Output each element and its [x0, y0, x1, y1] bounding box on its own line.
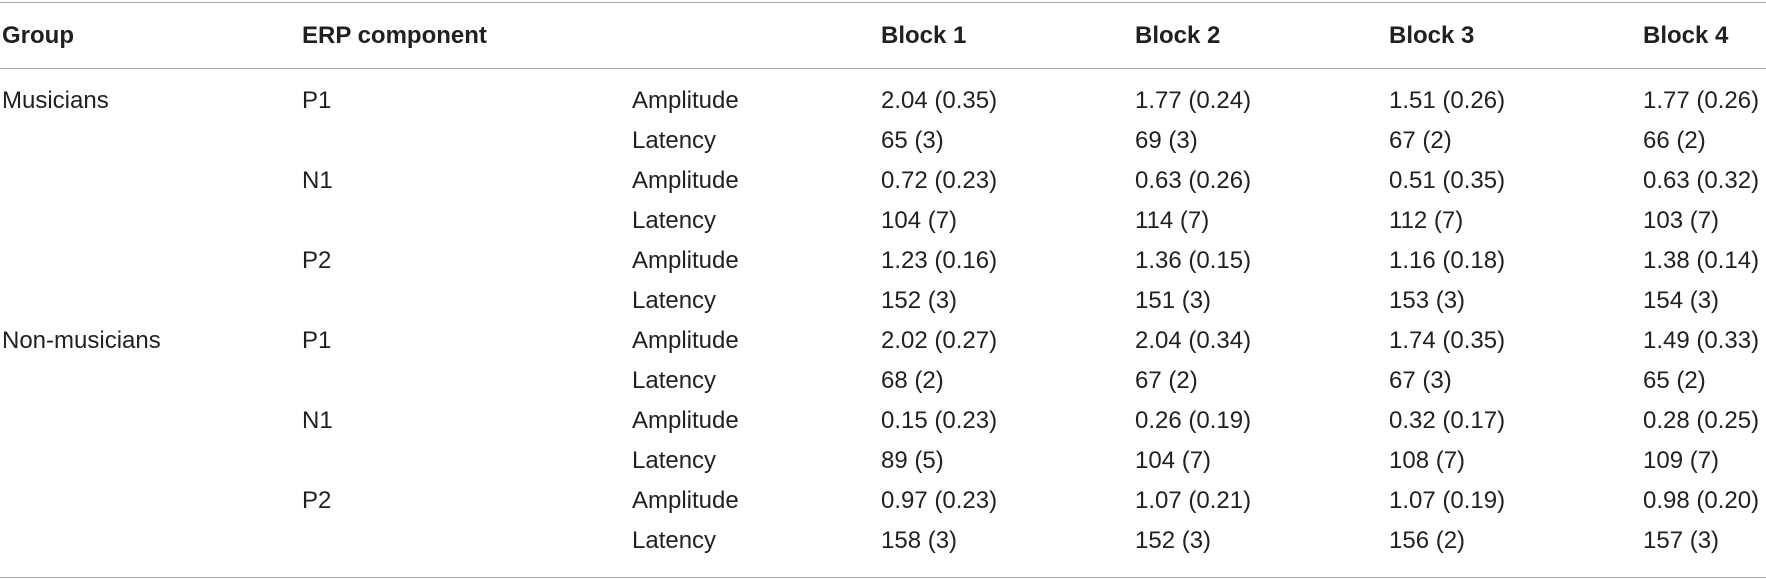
cell-block-1: 2.02 (0.27)	[881, 327, 998, 354]
cell-measure: Amplitude	[632, 167, 739, 194]
header-block-4: Block 4	[1643, 22, 1729, 49]
cell-block-2: 69 (3)	[1135, 127, 1198, 154]
cell-block-4: 157 (3)	[1643, 527, 1720, 554]
header-block-1: Block 1	[881, 22, 967, 49]
cell-block-2: 114 (7)	[1135, 207, 1210, 234]
table-top-rule	[0, 2, 1766, 3]
cell-block-4: 0.28 (0.25)	[1643, 407, 1760, 434]
cell-block-2: 1.07 (0.21)	[1135, 487, 1252, 514]
cell-block-1: 1.23 (0.16)	[881, 247, 998, 274]
cell-block-1: 0.97 (0.23)	[881, 487, 998, 514]
cell-measure: Latency	[632, 287, 717, 314]
cell-erp-component: P2	[302, 247, 332, 274]
cell-block-3: 108 (7)	[1389, 447, 1466, 474]
cell-measure: Amplitude	[632, 87, 739, 114]
cell-measure: Amplitude	[632, 327, 739, 354]
cell-block-3: 67 (2)	[1389, 127, 1452, 154]
cell-block-1: 158 (3)	[881, 527, 958, 554]
table-row: Musicians P1 Amplitude 2.04 (0.35) 1.77 (0.2…	[0, 81, 1766, 121]
cell-block-1: 152 (3)	[881, 287, 958, 314]
header-block-2: Block 2	[1135, 22, 1221, 49]
cell-measure: Amplitude	[632, 247, 739, 274]
cell-block-3: 1.16 (0.18)	[1389, 247, 1506, 274]
cell-block-2: 104 (7)	[1135, 447, 1212, 474]
table-row: P2 Amplitude 0.97 (0.23) 1.07 (0.21) 1.07 (0…	[0, 481, 1766, 521]
cell-erp-component: N1	[302, 407, 333, 434]
cell-group: Musicians	[2, 87, 109, 114]
cell-block-3: 0.51 (0.35)	[1389, 167, 1506, 194]
cell-erp-component: P1	[302, 327, 332, 354]
table-row: Latency 68 (2) 67 (2) 67 (3) 65 (2)	[0, 361, 1766, 401]
cell-block-2: 152 (3)	[1135, 527, 1212, 554]
cell-block-4: 154 (3)	[1643, 287, 1720, 314]
cell-block-3: 67 (3)	[1389, 367, 1452, 394]
table-row: Latency 89 (5) 104 (7) 108 (7) 109 (7)	[0, 441, 1766, 481]
cell-block-4: 103 (7)	[1643, 207, 1720, 234]
cell-block-2: 1.36 (0.15)	[1135, 247, 1252, 274]
table-row: N1 Amplitude 0.15 (0.23) 0.26 (0.19) 0.32 (0…	[0, 401, 1766, 441]
cell-block-3: 156 (2)	[1389, 527, 1466, 554]
table-header-row: Group ERP component Block 1 Block 2 Bloc…	[0, 10, 1766, 62]
cell-block-1: 68 (2)	[881, 367, 944, 394]
cell-block-3: 1.51 (0.26)	[1389, 87, 1506, 114]
cell-block-4: 109 (7)	[1643, 447, 1720, 474]
cell-measure: Amplitude	[632, 407, 739, 434]
cell-block-4: 1.38 (0.14)	[1643, 247, 1760, 274]
table-row: Latency 104 (7) 114 (7) 112 (7) 103 (7)	[0, 201, 1766, 241]
cell-block-2: 1.77 (0.24)	[1135, 87, 1252, 114]
cell-measure: Latency	[632, 207, 717, 234]
cell-block-1: 104 (7)	[881, 207, 958, 234]
header-block-3: Block 3	[1389, 22, 1475, 49]
table-row: Latency 158 (3) 152 (3) 156 (2) 157 (3)	[0, 521, 1766, 561]
cell-erp-component: P1	[302, 87, 332, 114]
cell-block-3: 112 (7)	[1389, 207, 1464, 234]
cell-erp-component: N1	[302, 167, 333, 194]
cell-block-4: 65 (2)	[1643, 367, 1706, 394]
cell-block-2: 0.26 (0.19)	[1135, 407, 1252, 434]
cell-block-4: 1.77 (0.26)	[1643, 87, 1760, 114]
table-bottom-rule	[0, 577, 1766, 578]
cell-block-2: 2.04 (0.34)	[1135, 327, 1252, 354]
table-row: Non-musicians P1 Amplitude 2.02 (0.27) 2.04 …	[0, 321, 1766, 361]
cell-block-3: 1.74 (0.35)	[1389, 327, 1506, 354]
cell-block-3: 1.07 (0.19)	[1389, 487, 1506, 514]
cell-block-4: 0.63 (0.32)	[1643, 167, 1760, 194]
table-row: Latency 152 (3) 151 (3) 153 (3) 154 (3)	[0, 281, 1766, 321]
table-row: N1 Amplitude 0.72 (0.23) 0.63 (0.26) 0.51 (0…	[0, 161, 1766, 201]
table-row: Latency 65 (3) 69 (3) 67 (2) 66 (2)	[0, 121, 1766, 161]
cell-block-4: 1.49 (0.33)	[1643, 327, 1760, 354]
cell-measure: Latency	[632, 527, 717, 554]
table-row: P2 Amplitude 1.23 (0.16) 1.36 (0.15) 1.16 (0…	[0, 241, 1766, 281]
header-erp-component: ERP component	[302, 22, 487, 49]
cell-measure: Latency	[632, 367, 717, 394]
cell-block-2: 0.63 (0.26)	[1135, 167, 1252, 194]
cell-measure: Amplitude	[632, 487, 739, 514]
cell-block-3: 153 (3)	[1389, 287, 1466, 314]
cell-block-1: 89 (5)	[881, 447, 944, 474]
cell-block-4: 66 (2)	[1643, 127, 1706, 154]
cell-block-2: 67 (2)	[1135, 367, 1198, 394]
header-group: Group	[2, 22, 74, 49]
cell-block-3: 0.32 (0.17)	[1389, 407, 1506, 434]
cell-block-2: 151 (3)	[1135, 287, 1212, 314]
cell-block-4: 0.98 (0.20)	[1643, 487, 1760, 514]
cell-measure: Latency	[632, 447, 717, 474]
cell-group: Non-musicians	[2, 327, 161, 354]
cell-measure: Latency	[632, 127, 717, 154]
table-header-rule	[0, 68, 1766, 69]
cell-block-1: 65 (3)	[881, 127, 944, 154]
cell-erp-component: P2	[302, 487, 332, 514]
cell-block-1: 0.72 (0.23)	[881, 167, 998, 194]
cell-block-1: 2.04 (0.35)	[881, 87, 998, 114]
cell-block-1: 0.15 (0.23)	[881, 407, 998, 434]
